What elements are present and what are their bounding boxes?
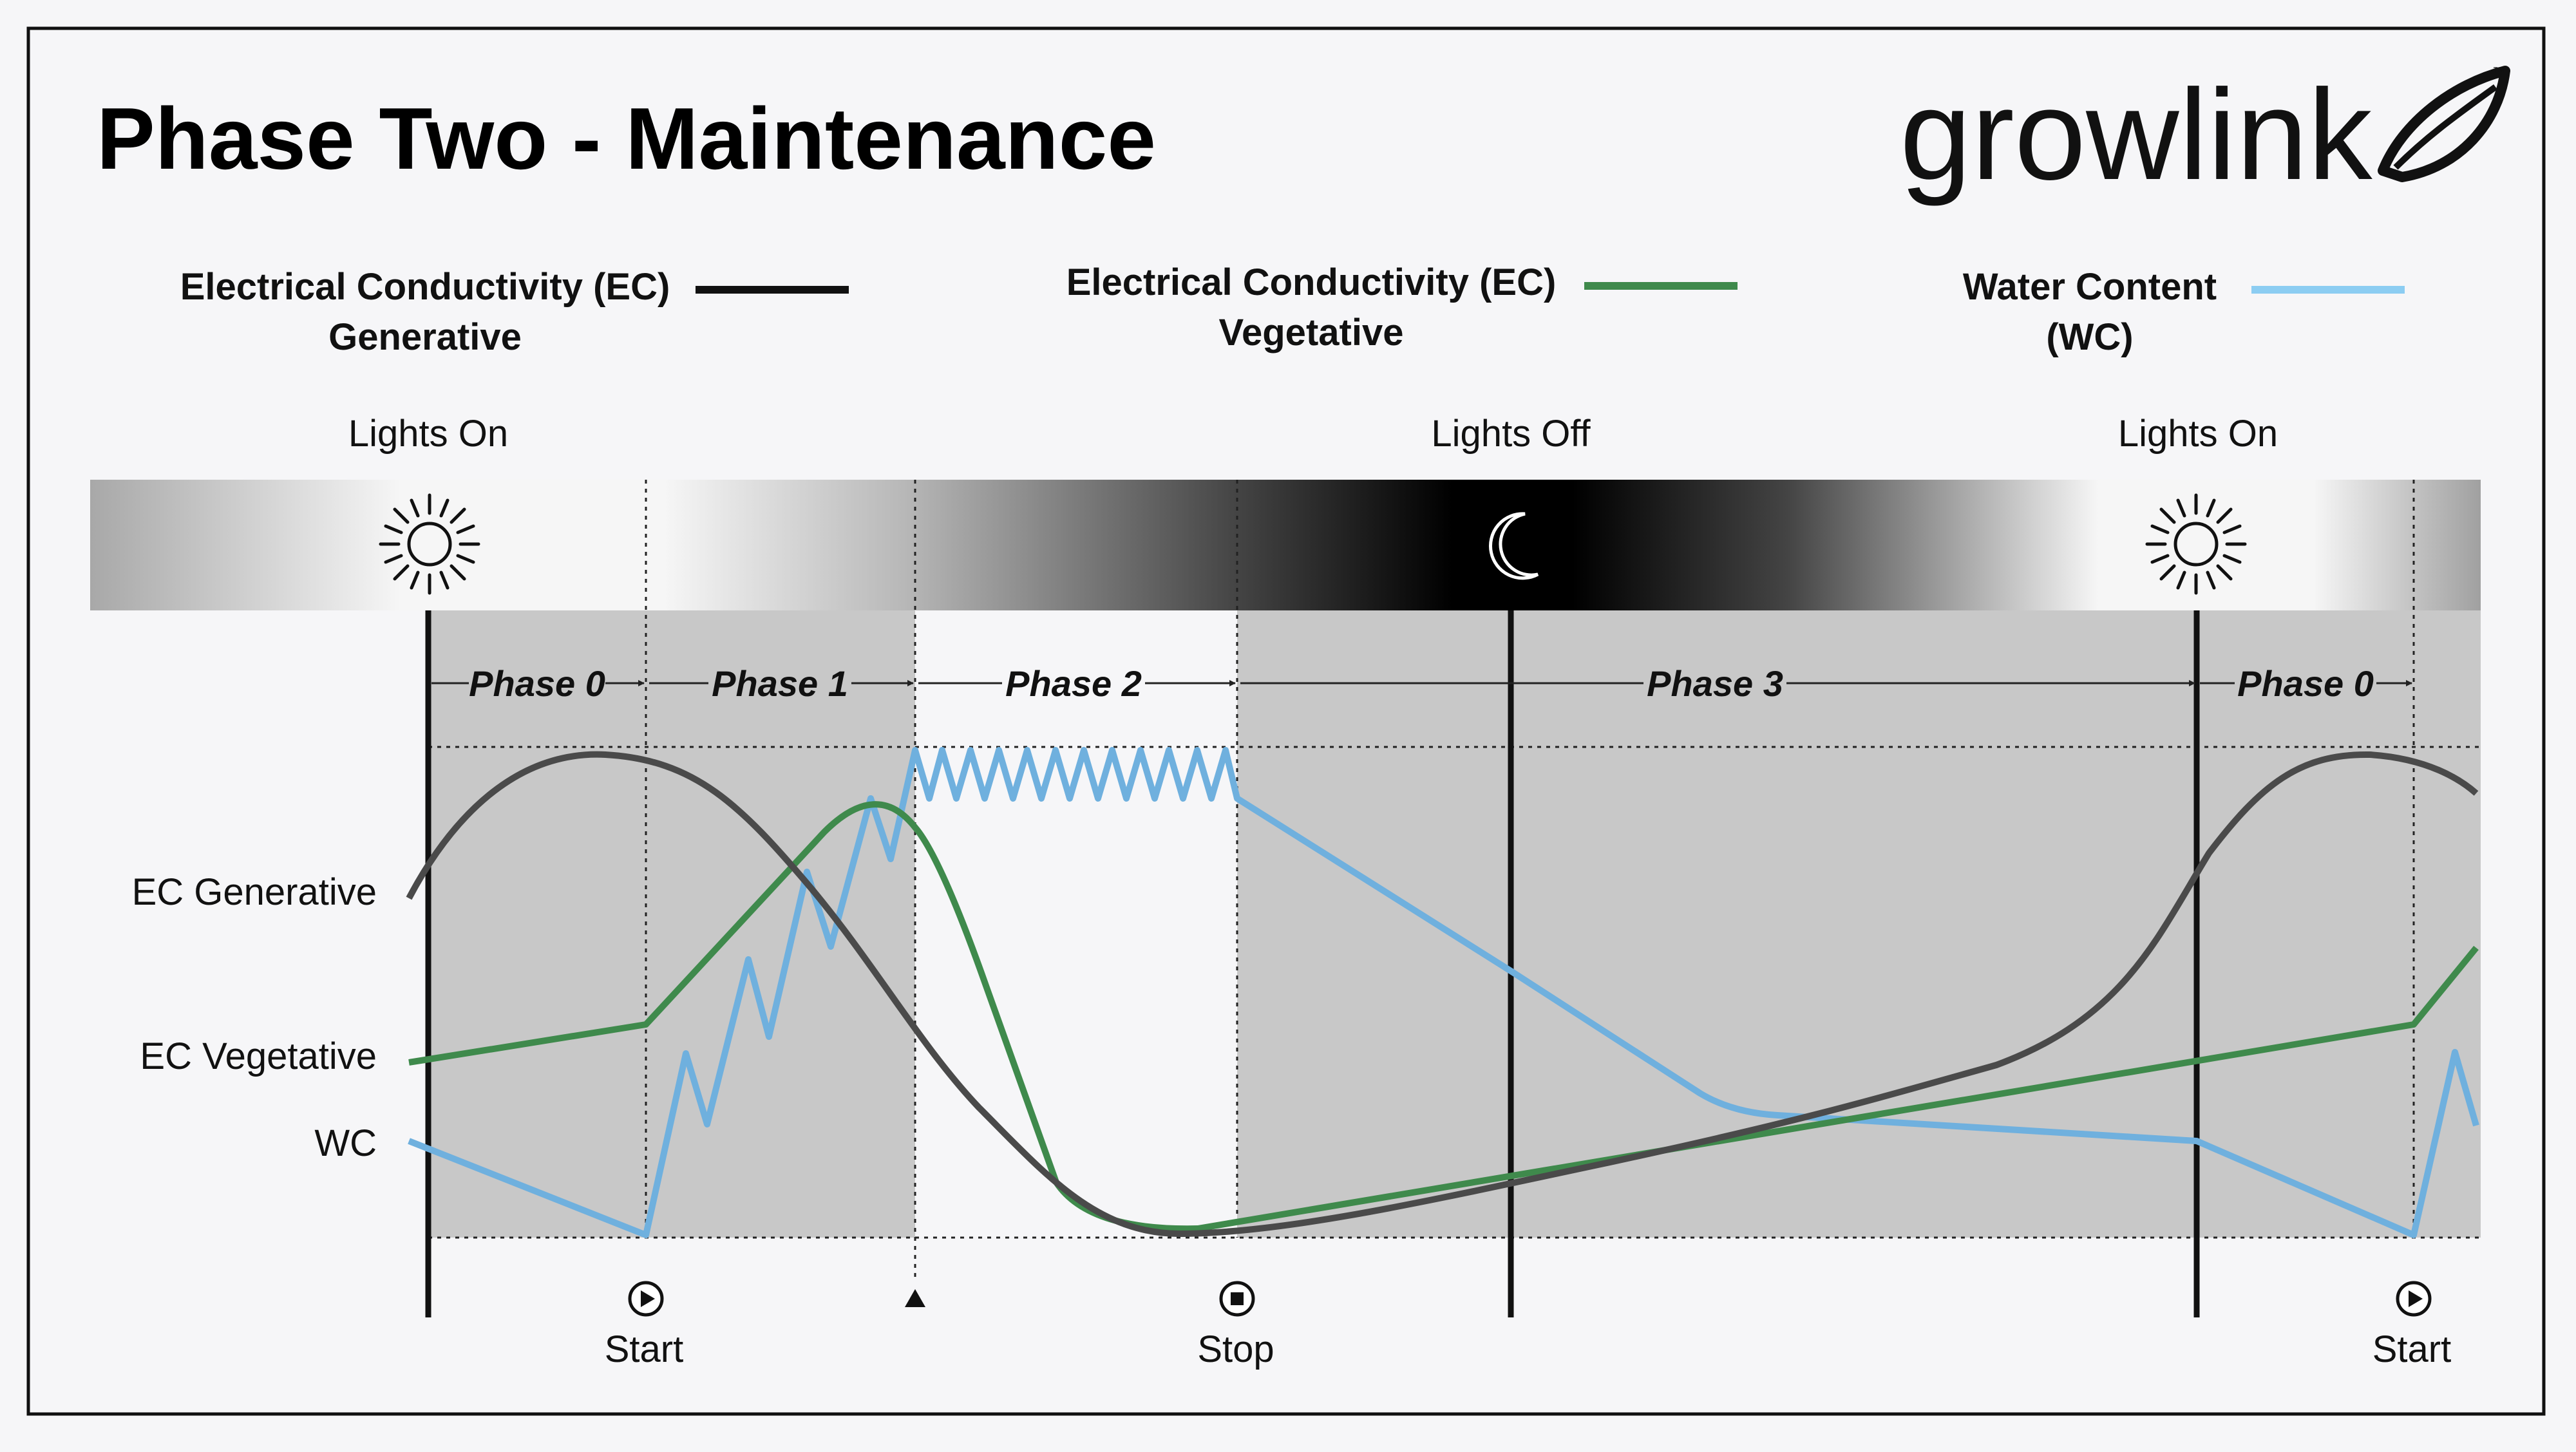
phase-0-region <box>428 610 646 1238</box>
phase-label-3: Phase 3 <box>1647 663 1783 704</box>
start-label: Start <box>605 1328 684 1370</box>
legend-label-line1: Electrical Conductivity (EC) <box>180 266 670 308</box>
trademark-mark: ™ <box>2492 65 2505 79</box>
phase-label-2: Phase 2 <box>1005 663 1142 704</box>
legend-label-line2: Vegetative <box>1219 312 1404 354</box>
legend-label-line1: Electrical Conductivity (EC) <box>1066 261 1557 303</box>
legend-label-line2: Generative <box>328 316 522 358</box>
brand-logo: growlink ™ <box>1900 63 2510 207</box>
lights-off-label: Lights Off <box>1431 413 1591 455</box>
page-title: Phase Two - Maintenance <box>97 90 1156 187</box>
phase-0-region-end <box>2197 610 2481 1238</box>
phase-label-0: Phase 0 <box>469 663 605 704</box>
moon-icon <box>1488 512 1539 580</box>
y-label-ec-vegetative: EC Vegetative <box>140 1035 377 1077</box>
lights-on-label-left: Lights On <box>348 413 508 455</box>
y-label-ec-generative: EC Generative <box>132 871 377 913</box>
play-icon <box>2396 1281 2432 1317</box>
water-content-curve <box>408 747 2479 1238</box>
legend-label-line1: Water Content <box>1963 266 2217 308</box>
ec-generative-curve <box>406 751 2479 1237</box>
stop-icon <box>1219 1281 1255 1317</box>
guide-lines <box>428 480 2481 1278</box>
legend-item-ec-generative: Electrical Conductivity (EC) Generative <box>180 266 849 358</box>
sun-icon <box>2145 493 2247 595</box>
frame-border <box>26 26 2546 1416</box>
y-label-wc: WC <box>314 1122 377 1164</box>
lights-on-label-right: Lights On <box>2118 413 2278 455</box>
phase-label-1: Phase 1 <box>712 663 848 704</box>
triangle-up-icon <box>905 1289 925 1307</box>
play-icon <box>628 1281 664 1317</box>
start-label-right: Start <box>2372 1328 2452 1370</box>
phase-label-0-end: Phase 0 <box>2237 663 2374 704</box>
leaf-icon <box>2378 66 2510 182</box>
light-cycle-bar <box>90 480 2481 610</box>
phase-1-region <box>646 610 915 1238</box>
sun-icon <box>379 493 480 595</box>
legend-label-line2: (WC) <box>2046 316 2133 358</box>
legend-item-water-content: Water Content (WC) <box>1963 266 2405 358</box>
brand-name: growlink <box>1900 63 2373 207</box>
stop-label: Stop <box>1197 1328 1274 1370</box>
legend: Electrical Conductivity (EC) Generative … <box>180 261 2405 358</box>
legend-item-ec-vegetative: Electrical Conductivity (EC) Vegetative <box>1066 261 1738 354</box>
